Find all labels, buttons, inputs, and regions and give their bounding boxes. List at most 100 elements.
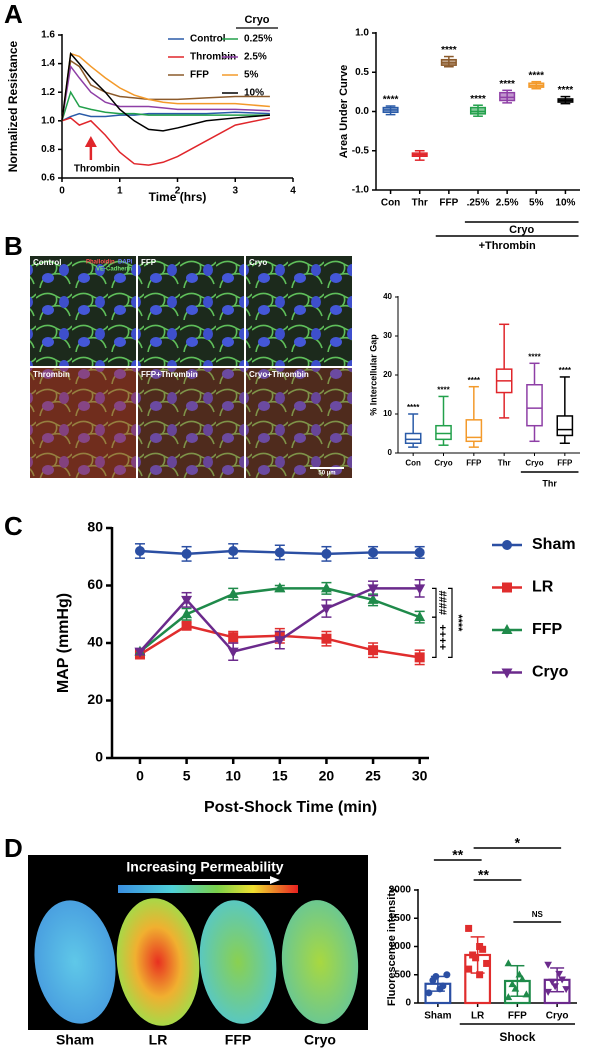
comparison-label: NS [532, 910, 544, 919]
marker [414, 547, 425, 558]
y-tick-label: 0.5 [355, 67, 369, 78]
marker [558, 976, 566, 984]
marker [181, 548, 192, 559]
x-tick-label: 5 [183, 767, 191, 783]
group-label: +Thrombin [479, 240, 536, 252]
significance-label: **** [470, 94, 486, 105]
actin-overlay [138, 368, 244, 478]
comparison-bracket [448, 587, 453, 658]
kidney [34, 900, 116, 1024]
y-tick-label: 1.0 [41, 115, 55, 126]
significance-label: **** [383, 95, 399, 106]
marker [501, 624, 513, 634]
micrograph-label: Cryo [249, 258, 267, 267]
y-tick-label: 1500 [389, 913, 412, 924]
y-tick-label: 500 [394, 969, 411, 980]
x-tick-label: Con [381, 198, 400, 209]
kidney-label: Sham [56, 1032, 94, 1048]
marker [414, 584, 426, 595]
significance-label: **** [528, 352, 541, 361]
y-axis-label: Area Under Curve [338, 65, 350, 159]
micrograph [246, 368, 352, 478]
marker [321, 633, 332, 644]
micrograph-label: FFP [141, 258, 157, 267]
significance-label: **** [558, 85, 574, 96]
legend-label: 10% [244, 88, 264, 99]
marker [555, 970, 563, 978]
scale-bar-label: 50 µm [318, 471, 335, 477]
marker [515, 970, 524, 978]
legend-label: 2.5% [244, 52, 267, 63]
x-tick-label: Sham [424, 1011, 451, 1022]
marker [508, 980, 517, 988]
stain-label: VE-Cadherin [96, 267, 132, 273]
marker [181, 595, 193, 606]
marker [274, 582, 286, 593]
panel-label: B [4, 231, 23, 261]
marker [476, 971, 484, 979]
comparison-label: ** [452, 847, 463, 863]
x-tick-label: 3 [232, 186, 238, 197]
y-tick-label: 1.6 [41, 30, 55, 41]
micrograph [138, 368, 244, 478]
marker [501, 668, 513, 679]
box [404, 432, 422, 444]
micrograph [30, 368, 136, 478]
legend-label: FFP [190, 70, 209, 81]
x-tick-label: 10% [555, 198, 575, 209]
micrograph [30, 256, 136, 366]
marker [502, 582, 512, 593]
y-tick-label: 60 [87, 576, 103, 592]
legend-label: LR [532, 579, 554, 596]
comparison-label: #### [436, 591, 448, 615]
comparison-label: ++++ [436, 624, 448, 650]
marker [368, 645, 379, 656]
annotation-arrowhead [84, 136, 97, 147]
marker [504, 959, 513, 967]
micrograph [246, 256, 352, 366]
marker [320, 604, 332, 615]
y-tick-label: -0.5 [352, 145, 370, 156]
x-tick-label: 5% [529, 198, 544, 209]
marker [544, 988, 552, 996]
actin-overlay [30, 368, 136, 478]
x-tick-label: FFP [439, 198, 458, 209]
kidney-label: LR [149, 1032, 168, 1048]
marker [181, 620, 192, 631]
panel-label: A [4, 0, 23, 29]
x-tick-label: 30 [412, 767, 428, 783]
marker [367, 584, 379, 595]
x-tick-label: 20 [319, 767, 335, 783]
micrograph [138, 256, 244, 366]
marker [228, 546, 239, 556]
y-tick-label: 2000 [389, 885, 412, 896]
legend-label: Cryo [532, 664, 569, 681]
series-line [61, 51, 270, 132]
y-tick-label: 0.8 [41, 144, 55, 155]
kidney-label: Cryo [304, 1032, 336, 1048]
legend-label: FFP [532, 621, 563, 638]
stain-label: Phalloidin [86, 260, 115, 266]
marker [522, 990, 531, 998]
series-line [61, 64, 270, 121]
micrograph-label: Cryo+Thrombin [249, 370, 309, 379]
marker [562, 986, 570, 994]
arrow-head [270, 876, 280, 884]
y-tick-label: 0 [388, 448, 393, 457]
y-tick-label: 30 [383, 331, 392, 340]
y-tick-label: 0 [95, 749, 103, 765]
stain-label: DAPI [118, 260, 133, 266]
x-tick-label: FFP [466, 458, 482, 467]
marker [544, 961, 552, 969]
series-line [61, 52, 270, 121]
comparison-label: ** [478, 867, 489, 883]
x-tick-label: 25 [365, 767, 381, 783]
marker [439, 982, 447, 990]
x-tick-label: Con [405, 458, 421, 467]
legend-label: 0.25% [244, 34, 272, 45]
x-tick-label: 15 [272, 767, 288, 783]
y-tick-label: 1.4 [41, 58, 55, 69]
kidney-label: FFP [225, 1032, 251, 1048]
y-tick-label: 1000 [389, 941, 412, 952]
marker [134, 546, 145, 556]
